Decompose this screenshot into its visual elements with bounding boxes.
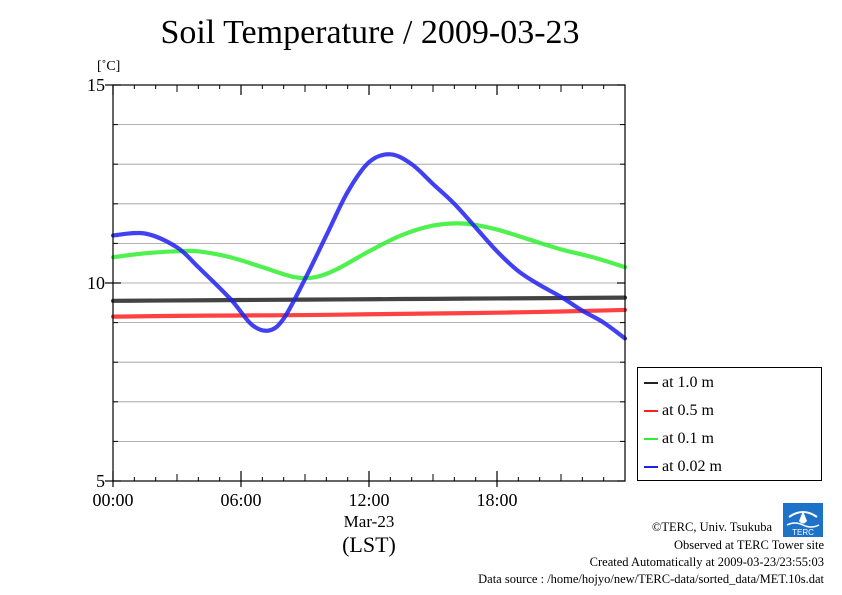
y-tick-label: 5: [96, 471, 105, 491]
x-tick-label: 00:00: [92, 490, 133, 510]
series-line-0.5m: [110, 307, 628, 319]
footer-created: Created Automatically at 2009-03-23/23:5…: [589, 555, 824, 569]
logo-text: TERC: [792, 528, 814, 537]
legend-label-0.5m: at 0.5 m: [662, 402, 714, 419]
grid-layer: [113, 124, 625, 442]
series-line-1.0m: [110, 295, 628, 303]
footer-observed: Observed at TERC Tower site: [673, 538, 824, 552]
legend-item-1.0m: at 1.0 m: [644, 372, 714, 394]
y-tick-label: 15: [87, 75, 105, 95]
legend-label-0.02m: at 0.02 m: [662, 458, 722, 475]
x-tick-label: 18:00: [476, 490, 517, 510]
legend-swatch-0.5m: [644, 410, 658, 412]
legend-item-0.5m: at 0.5 m: [644, 400, 714, 422]
x-tick-label: 12:00: [348, 490, 389, 510]
x-axis-date-label: Mar-23: [344, 512, 395, 531]
legend-item-0.02m: at 0.02 m: [644, 456, 722, 478]
legend: at 1.0 m at 0.5 m at 0.1 m at 0.02 m: [637, 367, 822, 481]
chart-title: Soil Temperature / 2009-03-23: [160, 14, 580, 51]
x-axis-label: (LST): [342, 532, 396, 557]
legend-swatch-0.02m: [644, 466, 658, 468]
y-axis-unit-label: [˚C]: [97, 59, 120, 74]
legend-label-1.0m: at 1.0 m: [662, 374, 714, 391]
legend-label-0.1m: at 0.1 m: [662, 430, 714, 447]
series-layer: [110, 152, 628, 341]
legend-item-0.1m: at 0.1 m: [644, 428, 714, 450]
footer-source: Data source : /home/hojyo/new/TERC-data/…: [478, 572, 824, 586]
legend-swatch-0.1m: [644, 438, 658, 440]
series-line-0.02m: [110, 152, 628, 341]
tick-layer: 5 10 15 00:00 06:00 12:00 18:00: [87, 75, 625, 510]
series-line-0.1m: [110, 221, 628, 281]
x-tick-label: 06:00: [220, 490, 261, 510]
footer-copyright: ©TERC, Univ. Tsukuba: [651, 520, 772, 534]
terc-logo-icon: TERC: [783, 503, 823, 537]
y-tick-label: 10: [87, 273, 105, 293]
legend-swatch-1.0m: [644, 382, 658, 384]
